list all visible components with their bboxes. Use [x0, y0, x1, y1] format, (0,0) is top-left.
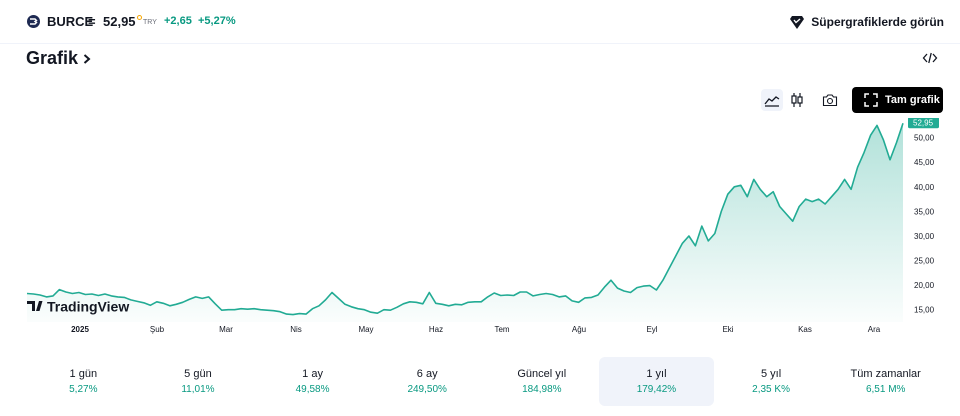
performance-periods: 1 gün 5,27% 5 gün 11,01% 1 ay 49,58% 6 ay 249,5… [26, 357, 943, 406]
period-change: 5,27% [69, 384, 98, 395]
period-label: 5 yıl [760, 368, 782, 380]
x-tick-label: Eki [722, 325, 733, 334]
period-change: 179,42% [636, 384, 677, 395]
tradingview-logo-icon [27, 301, 43, 311]
market-status-icon [137, 15, 142, 20]
x-tick-label: Eyl [646, 325, 657, 334]
x-tick-label: Ara [868, 325, 881, 334]
period-item[interactable]: 5 gün 11,01% [141, 357, 256, 406]
embed-code-icon[interactable] [922, 51, 938, 65]
period-label: 5 gün [184, 368, 212, 380]
period-change: 11,01% [181, 384, 215, 395]
candle-chart-button[interactable] [786, 89, 808, 111]
period-label: 1 yıl [646, 368, 667, 380]
full-chart-button[interactable]: Tam grafik [852, 87, 943, 113]
period-change: 249,50% [407, 384, 447, 395]
period-label: 6 ay [416, 368, 438, 380]
supercharts-label: Süpergrafiklerde görün [811, 15, 944, 29]
y-tick-label: 40,00 [914, 183, 935, 192]
x-tick-label: Haz [429, 325, 443, 334]
symbol-header: BURCE = 52,95 TRY +2,65 +5,27% Süpergraf… [0, 0, 960, 44]
symbol-separator: = [88, 14, 96, 29]
period-item[interactable]: Tüm zamanlar 6,51 M% [828, 357, 943, 406]
x-tick-label: Tem [494, 325, 509, 334]
period-item[interactable]: 5 yıl 2,35 K% [714, 357, 829, 406]
camera-icon [822, 94, 838, 107]
period-item[interactable]: 6 ay 249,50% [370, 357, 485, 406]
price-area-fill [27, 123, 903, 322]
x-tick-label: Ağu [572, 325, 586, 334]
y-tick-label: 45,00 [914, 158, 935, 167]
period-label: Tüm zamanlar [850, 368, 921, 380]
last-price-badge [908, 118, 939, 129]
price-chart[interactable]: 50,00 45,00 40,00 35,00 30,00 25,00 20,00 15,00… [0, 118, 960, 344]
x-tick-label: May [358, 325, 373, 334]
area-chart-icon [764, 96, 780, 107]
period-change: 2,35 K% [752, 384, 790, 395]
period-change: 184,98% [522, 384, 562, 395]
y-tick-label: 30,00 [914, 232, 935, 241]
last-price-badge-label: 52,95 [913, 119, 934, 128]
y-tick-label: 20,00 [914, 281, 935, 290]
period-item[interactable]: 1 yıl 179,42% [599, 357, 714, 406]
watermark-text: TradingView [47, 299, 129, 315]
snapshot-button[interactable] [819, 89, 841, 111]
section-title: Grafik [26, 48, 79, 68]
chart-section-link[interactable]: Grafik [26, 48, 92, 69]
symbol-logo-icon [27, 15, 40, 28]
y-tick-label: 15,00 [914, 306, 935, 315]
period-item[interactable]: 1 gün 5,27% [26, 357, 141, 406]
x-tick-label: Şub [150, 325, 165, 334]
area-chart-button[interactable] [761, 89, 783, 111]
chevron-right-icon [83, 53, 91, 64]
last-price: 52,95 [103, 14, 136, 29]
period-item[interactable]: Güncel yıl 184,98% [485, 357, 600, 406]
currency-label: TRY [143, 19, 157, 26]
period-item[interactable]: 1 ay 49,58% [255, 357, 370, 406]
price-series-line [26, 122, 904, 316]
fullscreen-icon [864, 93, 878, 107]
period-change: 6,51 M% [865, 384, 906, 395]
price-change-percent: +5,27% [198, 15, 236, 27]
price-change-absolute: +2,65 [164, 15, 192, 27]
symbol-name[interactable]: BURCE [47, 14, 94, 29]
supercharts-icon [790, 16, 805, 29]
candlestick-icon [791, 93, 803, 107]
y-tick-label: 25,00 [914, 257, 935, 266]
x-tick-label: Nis [290, 325, 302, 334]
period-label: 1 ay [302, 368, 323, 380]
y-tick-label: 50,00 [914, 134, 935, 143]
x-tick-label: Kas [798, 325, 812, 334]
x-tick-label: Mar [219, 325, 233, 334]
period-label: 1 gün [69, 368, 98, 380]
full-chart-label: Tam grafik [885, 94, 940, 106]
tradingview-logo: TradingView [27, 299, 129, 315]
x-tick-label: 2025 [71, 325, 89, 334]
period-change: 49,58% [295, 384, 330, 395]
y-tick-label: 35,00 [914, 207, 935, 216]
period-label: Güncel yıl [517, 368, 567, 380]
supercharts-link[interactable]: Süpergrafiklerde görün [789, 13, 944, 31]
